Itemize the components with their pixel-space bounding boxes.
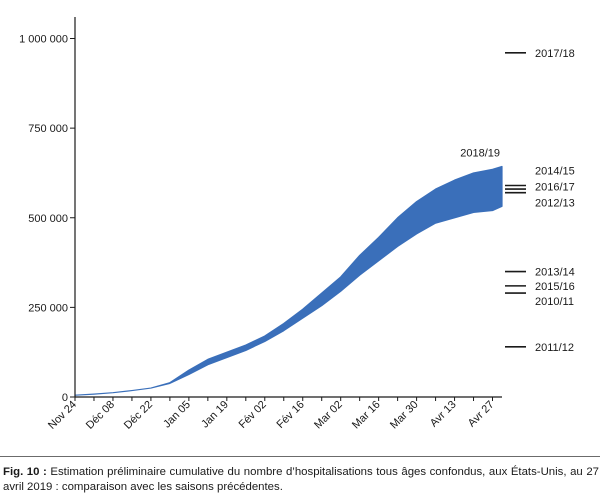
caption-text: Estimation préliminaire cumulative du no… [3,466,599,493]
y-tick-label: 500 000 [28,213,68,225]
caption-divider [0,456,600,457]
season-label-2010-11: 2010/11 [535,296,574,308]
x-tick-label: Fév 02 [237,399,269,431]
band-2018-19 [74,165,503,396]
x-tick-label: Avr 13 [428,399,459,430]
x-tick-label: Déc 08 [84,399,117,432]
x-tick-label: Déc 22 [122,399,155,432]
x-tick-label: Fév 16 [275,399,307,431]
season-label-2014-15: 2014/15 [535,165,575,177]
x-tick-label: Jan 19 [199,399,231,431]
x-tick-label: Jan 05 [161,399,193,431]
season-label-2015-16: 2015/16 [535,281,575,293]
season-label-2016-17: 2016/17 [535,182,575,194]
y-tick-label: 1 000 000 [19,34,68,46]
season-label-2013-14: 2013/14 [535,267,575,279]
caption-label: Fig. 10 : [3,466,47,478]
figure-caption: Fig. 10 : Estimation préliminaire cumula… [3,465,599,495]
season-label-2011-12: 2011/12 [535,342,574,354]
season-label-2017-18: 2017/18 [535,48,575,60]
current-season-label: 2018/19 [460,147,500,159]
x-tick-label: Mar 16 [350,399,383,432]
x-tick-label: Mar 30 [388,399,421,432]
y-tick-label: 250 000 [28,302,68,314]
y-tick-label: 0 [62,392,68,404]
season-label-2012-13: 2012/13 [535,198,575,210]
x-tick-label: Mar 02 [312,399,345,432]
x-tick-label: Avr 27 [466,399,497,430]
y-tick-label: 750 000 [28,123,68,135]
